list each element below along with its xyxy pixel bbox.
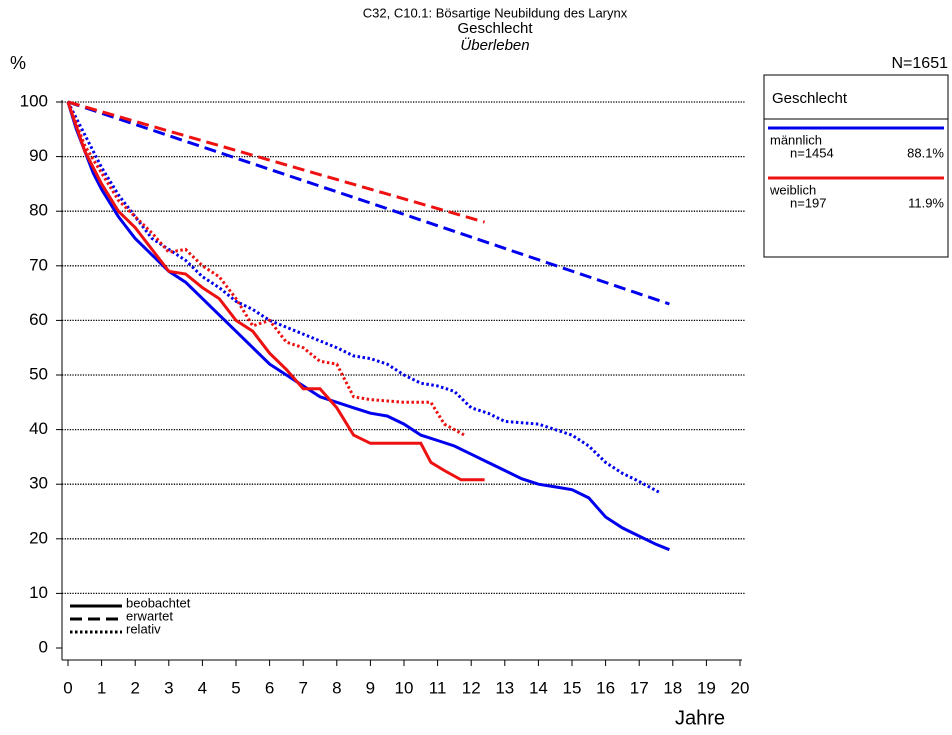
y-tick-label: 10 <box>29 583 48 602</box>
style-name: erwartet <box>126 608 173 623</box>
legend-share: 11.9% <box>908 195 944 210</box>
style-name: beobachtet <box>126 595 191 610</box>
y-tick-label: 20 <box>29 528 48 547</box>
legend-box <box>763 74 949 258</box>
legend-share: 88.1% <box>907 145 944 160</box>
chart-title: C32, C10.1: Bösartige Neubildung des Lar… <box>363 5 628 20</box>
legend-n: n=1454 <box>790 145 834 160</box>
y-tick-label: 50 <box>29 364 48 383</box>
y-tick-label: 100 <box>20 91 48 110</box>
style-name: relativ <box>126 621 161 636</box>
x-tick-label: 19 <box>697 678 716 697</box>
x-tick-label: 7 <box>298 678 307 697</box>
y-tick-label: 60 <box>29 310 48 329</box>
total-label: N=1651 <box>892 55 949 72</box>
x-axis-label: Jahre <box>675 707 725 729</box>
survival-line <box>66 101 485 482</box>
survival-line <box>66 101 670 552</box>
y-tick-label: 90 <box>29 146 48 165</box>
x-tick-label: 1 <box>97 678 106 697</box>
x-tick-label: 20 <box>731 678 750 697</box>
x-tick-label: 13 <box>495 678 514 697</box>
x-tick-label: 4 <box>198 678 207 697</box>
survival-line <box>66 101 466 437</box>
y-tick-label: 70 <box>29 255 48 274</box>
x-tick-label: 15 <box>563 678 582 697</box>
x-tick-label: 9 <box>366 678 375 697</box>
x-tick-label: 0 <box>63 678 72 697</box>
survival-line <box>66 101 661 494</box>
chart-subtitle: Überleben <box>460 36 529 54</box>
y-tick-label: 40 <box>29 419 48 438</box>
survival-line <box>67 100 670 306</box>
x-tick-label: 10 <box>395 678 414 697</box>
x-tick-label: 18 <box>663 678 682 697</box>
legend-name: männlich <box>770 132 822 147</box>
y-tick-label: 30 <box>29 474 48 493</box>
x-tick-label: 6 <box>265 678 274 697</box>
x-tick-label: 12 <box>462 678 481 697</box>
x-tick-label: 5 <box>231 678 240 697</box>
x-tick-label: 11 <box>429 678 447 697</box>
x-tick-label: 3 <box>164 678 173 697</box>
x-tick-label: 16 <box>596 678 615 697</box>
legend-name: weiblich <box>769 182 816 197</box>
legend-title: Geschlecht <box>772 90 848 107</box>
legend-n: n=197 <box>790 195 827 210</box>
y-tick-label: 0 <box>39 637 48 656</box>
survival-line <box>67 100 486 224</box>
y-axis-label: % <box>10 53 26 73</box>
x-tick-label: 8 <box>332 678 341 697</box>
chart-subtitle: Geschlecht <box>457 20 533 37</box>
x-tick-label: 17 <box>630 678 649 697</box>
x-tick-label: 14 <box>529 678 548 697</box>
y-tick-label: 80 <box>29 201 48 220</box>
x-tick-label: 2 <box>130 678 139 697</box>
